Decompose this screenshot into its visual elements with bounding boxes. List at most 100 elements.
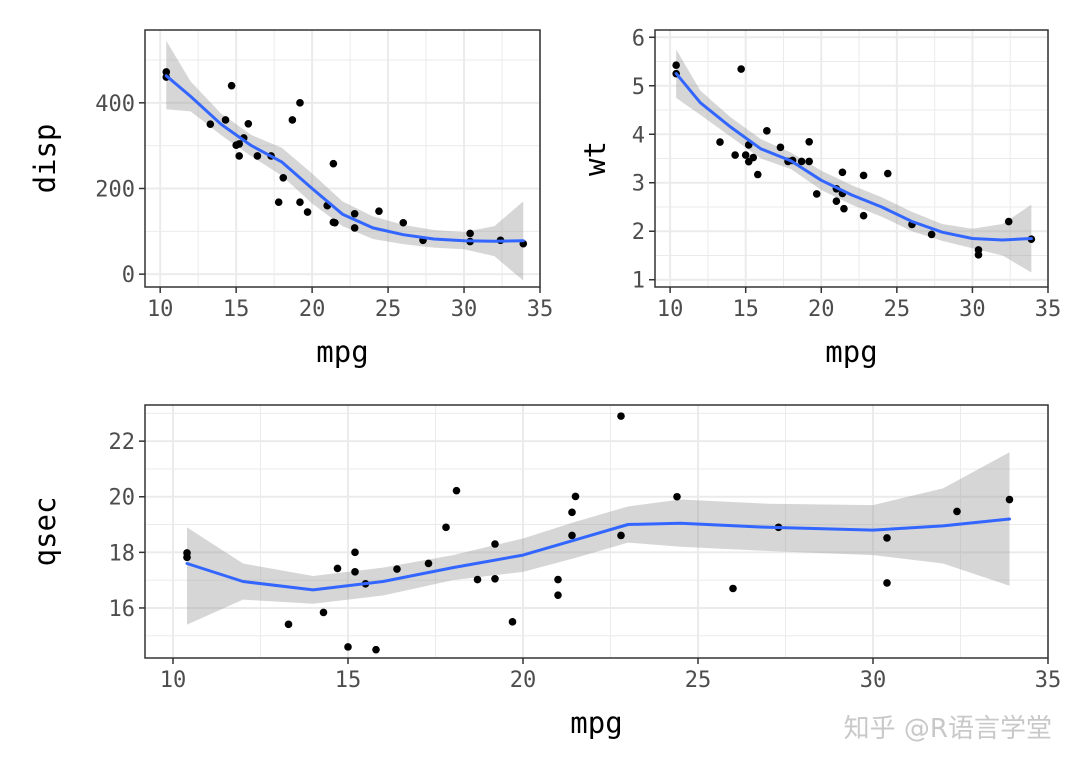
- disp-data-point: [466, 229, 474, 238]
- qsec-data-point: [568, 531, 576, 540]
- qsec-y-tick-label: 22: [109, 430, 136, 455]
- disp-data-point: [399, 218, 408, 227]
- qsec-data-point: [424, 559, 433, 568]
- disp-panel-background: [145, 30, 540, 287]
- wt-x-axis-title: mpg: [825, 335, 877, 369]
- wt-data-point: [832, 197, 841, 205]
- qsec-panel-background: [145, 405, 1048, 658]
- wt-data-point: [737, 65, 745, 73]
- qsec-data-point: [883, 579, 891, 587]
- wt-data-point: [838, 168, 847, 177]
- qsec-data-point: [333, 564, 342, 573]
- qsec-x-tick-label: 10: [160, 668, 187, 693]
- qsec-y-tick-label: 20: [109, 486, 136, 511]
- qsec-data-point: [617, 412, 625, 420]
- qsec-data-point: [372, 645, 380, 654]
- wt-y-axis-title: wt: [578, 141, 612, 176]
- disp-data-point: [350, 209, 359, 218]
- qsec-data-point: [883, 534, 891, 542]
- qsec-data-point: [393, 565, 401, 573]
- qsec-x-tick-label: 30: [860, 668, 887, 693]
- qsec-y-tick-label: 16: [109, 597, 136, 622]
- disp-data-point: [227, 81, 236, 90]
- qsec-smooth-line: [185, 517, 1011, 592]
- wt-data-point: [859, 171, 868, 180]
- wt-panel-border: [654, 29, 1049, 288]
- qsec-data-point: [729, 584, 737, 593]
- qsec-x-tick-label: 25: [685, 668, 712, 693]
- disp-y-tick-label: 0: [122, 263, 135, 288]
- disp-data-point: [331, 218, 339, 227]
- wt-data-point: [741, 151, 750, 159]
- disp-x-tick-label: 15: [223, 297, 250, 322]
- qsec-data-point: [673, 492, 681, 501]
- disp-smooth-line: [164, 74, 525, 243]
- panel-wt-vs-mpg: 10 15 20 25 30 35 1 2 3 4 5 6 mpg wt: [578, 26, 1061, 369]
- disp-x-tick-label: 20: [299, 297, 326, 322]
- disp-x-tick-label: 30: [451, 297, 478, 322]
- wt-data-point: [716, 138, 724, 146]
- qsec-x-tick-label: 35: [1035, 668, 1062, 693]
- disp-data-point: [235, 152, 243, 160]
- qsec-x-axis-title: mpg: [570, 706, 622, 740]
- qsec-data-point: [571, 492, 580, 501]
- qsec-data-point: [491, 540, 499, 548]
- qsec-data-point: [351, 548, 359, 557]
- wt-data-point: [805, 157, 813, 166]
- disp-plot-area: [162, 40, 528, 281]
- wt-data-point: [927, 230, 936, 239]
- wt-smooth-line: [674, 72, 1033, 242]
- qsec-data-point: [617, 531, 625, 540]
- qsec-data-point: [351, 568, 359, 576]
- wt-y-tick-label: 1: [632, 269, 645, 294]
- qsec-data-point: [473, 575, 482, 584]
- wt-y-tick-label: 6: [632, 26, 645, 51]
- wt-data-point: [731, 151, 739, 159]
- qsec-data-point: [491, 574, 499, 583]
- disp-data-point: [253, 152, 262, 160]
- wt-data-point: [859, 211, 868, 220]
- wt-y-tick-label: 4: [632, 123, 645, 148]
- disp-data-point: [288, 116, 297, 124]
- wt-data-point: [974, 251, 983, 259]
- disp-data-point: [375, 207, 383, 215]
- disp-x-tick-label: 10: [147, 297, 174, 322]
- wt-x-tick-label: 10: [657, 297, 684, 322]
- qsec-data-point: [554, 591, 562, 599]
- wt-y-tick-label: 3: [632, 172, 645, 197]
- wt-data-point: [749, 153, 758, 162]
- wt-data-point: [883, 169, 892, 178]
- qsec-data-point: [554, 575, 562, 584]
- qsec-data-point: [568, 508, 576, 517]
- wt-data-point: [763, 127, 771, 135]
- qsec-y-axis-title: qsec: [28, 497, 62, 567]
- qsec-data-point: [1005, 495, 1014, 504]
- disp-data-point: [206, 120, 215, 129]
- disp-data-point: [329, 159, 338, 168]
- qsec-x-tick-label: 15: [335, 668, 362, 693]
- disp-data-point: [279, 173, 288, 182]
- wt-data-point: [797, 157, 806, 166]
- disp-x-tick-label: 25: [375, 297, 402, 322]
- panel-disp-vs-mpg: 10 15 20 25 30 35 0 200 400 mpg disp: [28, 29, 553, 369]
- wt-data-point: [1004, 217, 1013, 226]
- wt-x-tick-label: 20: [808, 297, 835, 322]
- disp-panel-border: [144, 29, 541, 288]
- wt-x-tick-label: 30: [959, 297, 986, 322]
- disp-data-point: [235, 140, 243, 148]
- disp-y-tick-label: 200: [95, 177, 135, 202]
- disp-data-point: [350, 224, 359, 232]
- qsec-data-point: [319, 608, 328, 617]
- wt-data-point: [840, 204, 848, 213]
- wt-plot-area: [672, 49, 1036, 273]
- disp-data-point: [221, 116, 230, 124]
- wt-data-point: [753, 170, 762, 179]
- wt-y-tick-label: 5: [632, 75, 645, 100]
- wt-y-tick-label: 2: [632, 220, 645, 245]
- wt-data-point: [812, 190, 821, 198]
- panel-qsec-vs-mpg: 10 15 20 25 30 35 16 18 20 22 mpg qsec: [28, 404, 1062, 740]
- disp-data-point: [244, 120, 253, 128]
- watermark-text: 知乎 @R语言学堂: [844, 714, 1052, 744]
- disp-x-axis-title: mpg: [316, 335, 368, 369]
- disp-data-point: [296, 99, 304, 107]
